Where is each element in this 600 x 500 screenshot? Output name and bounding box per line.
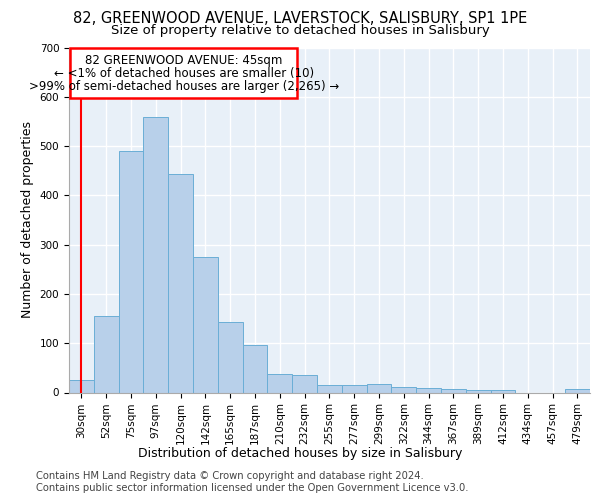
Bar: [69, 380, 94, 392]
Bar: [143, 118, 168, 392]
Bar: [416, 388, 441, 392]
Bar: [491, 390, 515, 392]
Text: 82 GREENWOOD AVENUE: 45sqm: 82 GREENWOOD AVENUE: 45sqm: [85, 54, 283, 68]
Text: Contains HM Land Registry data © Crown copyright and database right 2024.: Contains HM Land Registry data © Crown c…: [36, 471, 424, 481]
Bar: [193, 257, 218, 392]
Text: Contains public sector information licensed under the Open Government Licence v3: Contains public sector information licen…: [36, 483, 469, 493]
Bar: [168, 174, 193, 392]
Text: Size of property relative to detached houses in Salisbury: Size of property relative to detached ho…: [110, 24, 490, 37]
Bar: [218, 322, 242, 392]
Y-axis label: Number of detached properties: Number of detached properties: [21, 122, 34, 318]
Bar: [441, 389, 466, 392]
Bar: [119, 151, 143, 392]
Bar: [466, 390, 491, 392]
Bar: [292, 375, 317, 392]
Bar: [367, 384, 391, 392]
Bar: [565, 389, 590, 392]
Bar: [70, 48, 297, 98]
Text: >99% of semi-detached houses are larger (2,265) →: >99% of semi-detached houses are larger …: [29, 80, 339, 93]
Bar: [342, 385, 367, 392]
Bar: [94, 316, 119, 392]
Bar: [317, 385, 342, 392]
Bar: [268, 374, 292, 392]
Text: 82, GREENWOOD AVENUE, LAVERSTOCK, SALISBURY, SP1 1PE: 82, GREENWOOD AVENUE, LAVERSTOCK, SALISB…: [73, 11, 527, 26]
Text: ← <1% of detached houses are smaller (10): ← <1% of detached houses are smaller (10…: [53, 67, 314, 80]
Bar: [242, 344, 268, 393]
Text: Distribution of detached houses by size in Salisbury: Distribution of detached houses by size …: [138, 448, 462, 460]
Bar: [391, 386, 416, 392]
